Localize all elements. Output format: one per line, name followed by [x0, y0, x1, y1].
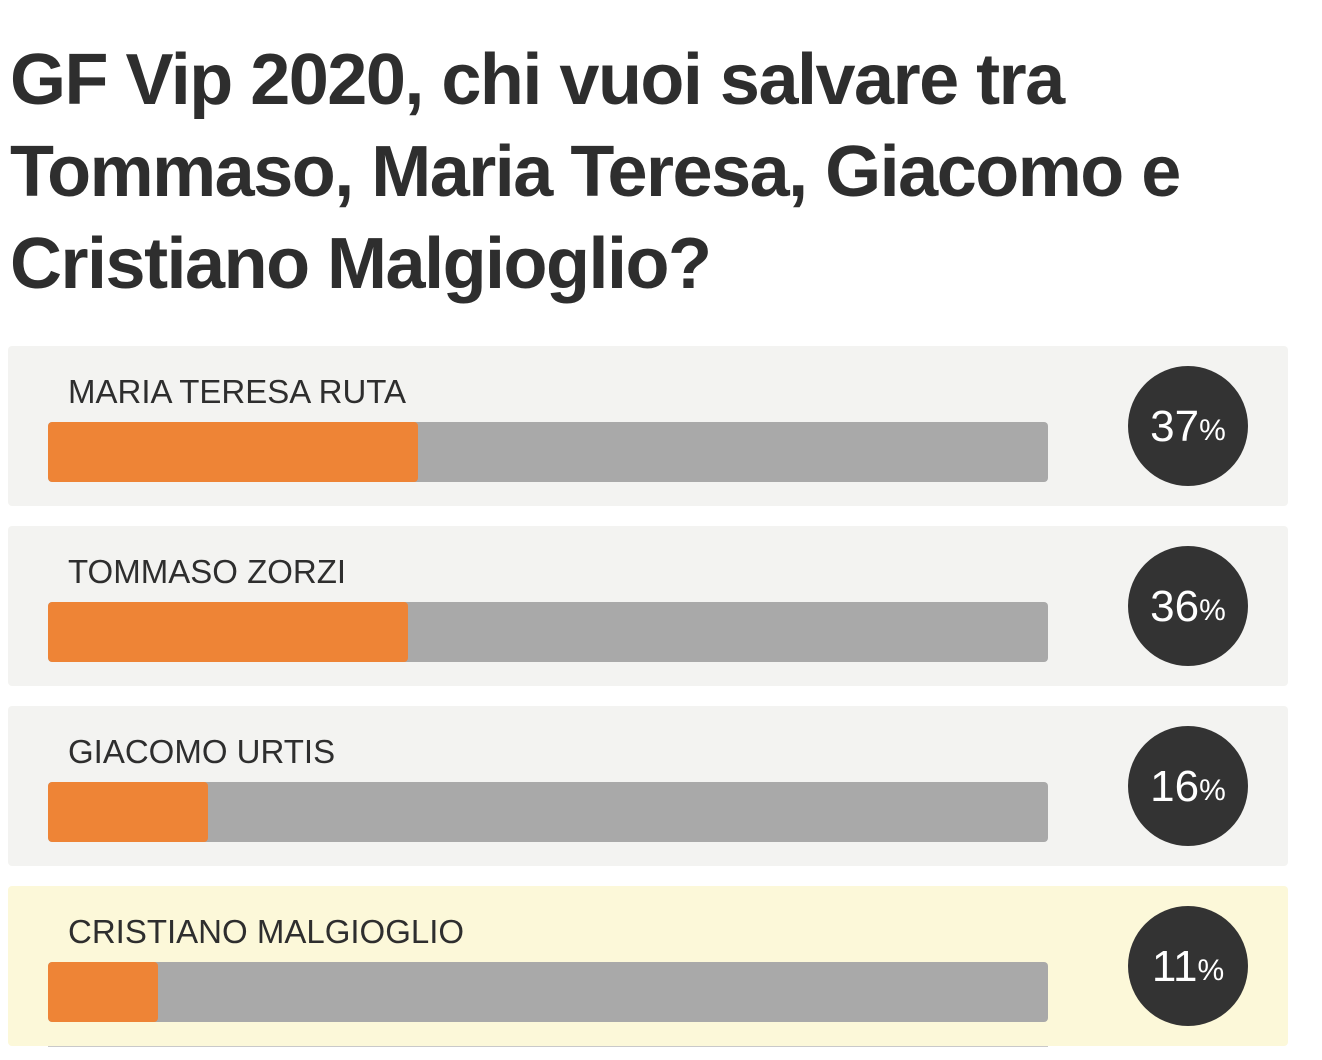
poll-option-giacomo-urtis[interactable]: GIACOMO URTIS 16% [8, 706, 1288, 866]
result-bar-fill [48, 782, 208, 842]
percentage-value: 16 [1150, 762, 1200, 811]
percentage-badge: 37% [1128, 366, 1248, 486]
result-bar-track [48, 782, 1048, 842]
percentage-badge: 16% [1128, 726, 1248, 846]
poll-option-cristiano-malgioglio[interactable]: CRISTIANO MALGIOGLIO 11% [8, 886, 1288, 1046]
result-bar-track [48, 422, 1048, 482]
result-bar-fill [48, 602, 408, 662]
option-label: MARIA TERESA RUTA [68, 373, 407, 410]
percentage-sign: % [1199, 774, 1226, 807]
result-bar-track [48, 602, 1048, 662]
option-label: GIACOMO URTIS [68, 733, 336, 770]
divider-line [48, 1046, 1048, 1047]
percentage-sign: % [1199, 594, 1226, 627]
percentage-badge: 11% [1128, 906, 1248, 1026]
percentage-badge: 36% [1128, 546, 1248, 666]
result-bar-fill [48, 962, 158, 1022]
percentage-sign: % [1197, 954, 1225, 987]
poll-title: GF Vip 2020, chi vuoi salvare tra Tommas… [10, 40, 1181, 304]
poll-option-maria-teresa-ruta[interactable]: MARIA TERESA RUTA 37% [8, 346, 1288, 506]
option-label: TOMMASO ZORZI [68, 553, 347, 590]
poll-option-tommaso-zorzi[interactable]: TOMMASO ZORZI 36% [8, 526, 1288, 686]
result-bar-track [48, 962, 1048, 1022]
percentage-sign: % [1199, 414, 1226, 447]
result-bar-fill [48, 422, 418, 482]
percentage-value: 37 [1150, 402, 1200, 451]
poll-options: MARIA TERESA RUTA 37% TOMMASO ZORZI 36% … [8, 346, 1288, 1060]
option-label: CRISTIANO MALGIOGLIO [68, 913, 465, 950]
percentage-value: 36 [1150, 582, 1200, 631]
percentage-value: 11 [1151, 942, 1198, 991]
